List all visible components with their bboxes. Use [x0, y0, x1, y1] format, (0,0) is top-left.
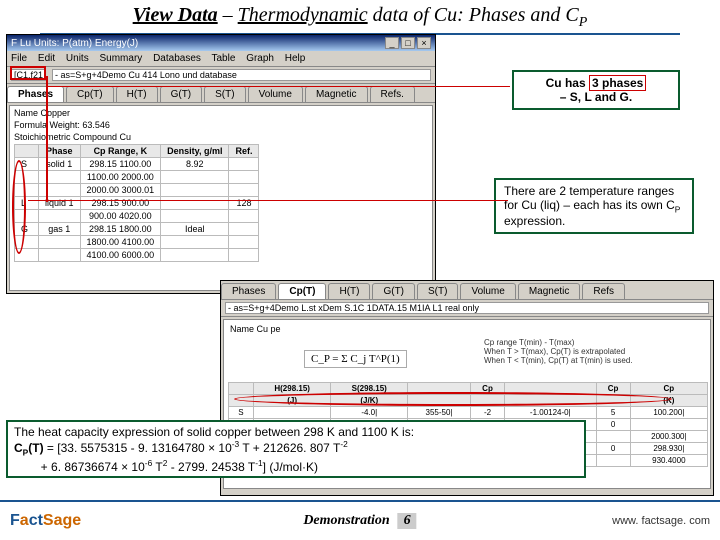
- menu-edit[interactable]: Edit: [38, 53, 55, 64]
- tab-phases[interactable]: Phases: [7, 86, 64, 102]
- red-box-phases-tab: [10, 66, 46, 80]
- minimize-button[interactable]: _: [385, 37, 399, 49]
- callout-phases: Cu has 3 phases– S, L and G.: [512, 70, 680, 110]
- cp-hint: Cp range T(min) - T(max)When T > T(max),…: [484, 338, 704, 365]
- stoich-label: Stoichiometric Compound Cu: [14, 132, 428, 142]
- footer-url: www. factsage. com: [612, 515, 710, 527]
- tab-refs[interactable]: Refs.: [370, 86, 415, 102]
- tab-gt-b[interactable]: G(T): [372, 283, 415, 299]
- name-label: Name Copper: [14, 108, 428, 118]
- tab-ht-b[interactable]: H(T): [328, 283, 370, 299]
- menu-units[interactable]: Units: [66, 53, 89, 64]
- menubar: File Edit Units Summary Databases Table …: [7, 51, 435, 67]
- tab-st-b[interactable]: S(T): [417, 283, 458, 299]
- formula-bar-b: - as=S+g+4Demo L.st xDem S.1C 1DATA.15 M…: [221, 300, 713, 317]
- menu-file[interactable]: File: [11, 53, 27, 64]
- window-title: F Lu Units: P(atm) Energy(J): [11, 38, 138, 49]
- close-button[interactable]: ×: [417, 37, 431, 49]
- formula-bar: [C1.f21 - as=S+g+4Demo Cu 414 Lono und d…: [7, 67, 435, 84]
- formula-value[interactable]: - as=S+g+4Demo Cu 414 Lono und database: [52, 69, 431, 81]
- menu-databases[interactable]: Databases: [153, 53, 201, 64]
- maximize-button[interactable]: □: [401, 37, 415, 49]
- titlebar: F Lu Units: P(atm) Energy(J) _ □ ×: [7, 35, 435, 51]
- formula-weight-label: Formula Weight: 63.546: [14, 120, 428, 130]
- red-arrow-to-c2: [28, 200, 508, 201]
- menu-help[interactable]: Help: [285, 53, 306, 64]
- menu-table[interactable]: Table: [212, 53, 236, 64]
- tab-cpt[interactable]: Cp(T): [66, 86, 114, 102]
- table-header-row: Phase Cp Range, K Density, g/ml Ref.: [15, 145, 259, 158]
- table-row: Ssolid 1298.15 1100.008.92: [15, 158, 259, 171]
- app-window-top: F Lu Units: P(atm) Energy(J) _ □ × File …: [6, 34, 436, 294]
- phases-panel: Name Copper Formula Weight: 63.546 Stoic…: [9, 105, 433, 291]
- phases-table: Phase Cp Range, K Density, g/ml Ref. Sso…: [14, 144, 259, 262]
- menu-summary[interactable]: Summary: [100, 53, 143, 64]
- factsage-logo: FactSage: [10, 512, 81, 530]
- formula-value-b: - as=S+g+4Demo L.st xDem S.1C 1DATA.15 M…: [225, 302, 709, 314]
- callout-temp-ranges: There are 2 temperature ranges for Cu (l…: [494, 178, 694, 234]
- slide-title: View Data – Thermodynamic data of Cu: Ph…: [0, 0, 720, 33]
- tab-refs-b[interactable]: Refs: [582, 283, 625, 299]
- table-row: 900.00 4020.00: [15, 210, 259, 223]
- callout-heat-capacity: The heat capacity expression of solid co…: [6, 420, 586, 478]
- red-oval-slg-column: [12, 160, 26, 254]
- tab-st[interactable]: S(T): [204, 86, 245, 102]
- red-connector-1: [46, 76, 48, 202]
- red-arrow-to-c1: [46, 86, 510, 87]
- footer: FactSage Demonstration6 www. factsage. c…: [0, 500, 720, 540]
- name-label-b: Name Cu pe: [230, 324, 704, 334]
- red-oval-solid-row: [234, 392, 672, 406]
- table-row: 1800.00 4100.00: [15, 236, 259, 249]
- table-row: 2000.00 3000.01: [15, 184, 259, 197]
- tab-volume-b[interactable]: Volume: [460, 283, 515, 299]
- tab-gt[interactable]: G(T): [160, 86, 203, 102]
- table-row: 4100.00 6000.00: [15, 249, 259, 262]
- table-row: S-4.0|355-50|-2-1.00124-0|5100.200|: [229, 407, 708, 419]
- tab-ht[interactable]: H(T): [116, 86, 158, 102]
- tab-magnetic[interactable]: Magnetic: [305, 86, 368, 102]
- tabrow-bottom: Phases Cp(T) H(T) G(T) S(T) Volume Magne…: [221, 281, 713, 300]
- table-row: Lliquid 1298.15 900.00128: [15, 197, 259, 210]
- tab-volume[interactable]: Volume: [248, 86, 303, 102]
- table-row: Ggas 1298.15 1800.00Ideal: [15, 223, 259, 236]
- table-row: 1100.00 2000.00: [15, 171, 259, 184]
- tab-phases-b[interactable]: Phases: [221, 283, 276, 299]
- demonstration-label: Demonstration6: [303, 513, 416, 529]
- tab-magnetic-b[interactable]: Magnetic: [518, 283, 581, 299]
- tab-cpt-b[interactable]: Cp(T): [278, 283, 326, 299]
- cp-equation: C_P = Σ C_j T^P(1): [304, 350, 407, 368]
- menu-graph[interactable]: Graph: [246, 53, 274, 64]
